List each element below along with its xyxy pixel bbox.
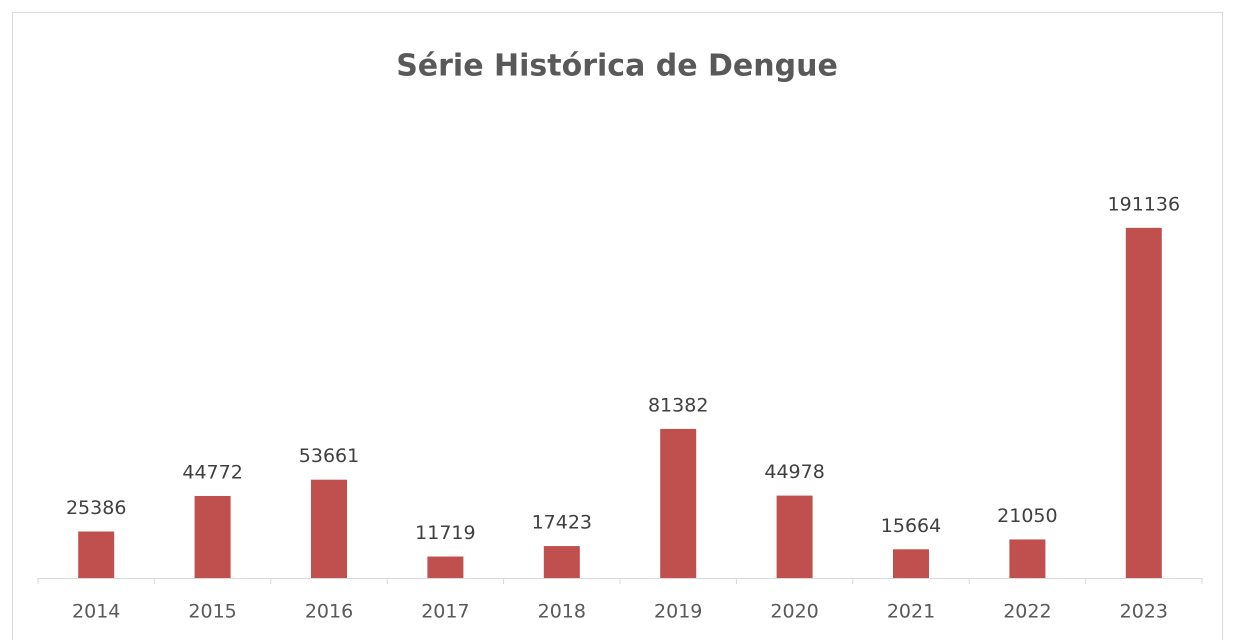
data-label: 53661 [299, 445, 359, 467]
data-label: 81382 [648, 394, 708, 416]
data-label: 44772 [182, 461, 242, 483]
x-tick-label: 2021 [887, 601, 935, 623]
x-tick-label: 2016 [305, 601, 353, 623]
x-tick-label: 2017 [421, 601, 469, 623]
bar [427, 556, 464, 578]
bar [78, 531, 115, 578]
x-tick-label: 2018 [538, 601, 586, 623]
bar [776, 495, 813, 578]
bar [311, 479, 347, 578]
x-tick-label: 2015 [188, 601, 236, 623]
data-label: 25386 [66, 497, 126, 519]
x-tick-label: 2023 [1120, 601, 1168, 623]
x-tick-label: 2014 [72, 601, 120, 623]
x-tick-label: 2020 [770, 601, 818, 623]
data-label: 15664 [881, 515, 941, 537]
bar [1009, 539, 1046, 578]
bar [194, 495, 231, 578]
data-label: 21050 [997, 505, 1057, 527]
bar [893, 549, 929, 578]
bar [1125, 227, 1162, 578]
x-tick-label: 2022 [1003, 601, 1051, 623]
chart-title: Série Histórica de Dengue [396, 49, 838, 84]
x-tick-label: 2019 [654, 601, 702, 623]
data-label: 191136 [1108, 193, 1181, 215]
data-label: 17423 [532, 512, 592, 534]
data-label: 44978 [764, 461, 824, 483]
bar [543, 546, 580, 578]
data-label: 11719 [415, 522, 475, 544]
bar [660, 428, 697, 578]
